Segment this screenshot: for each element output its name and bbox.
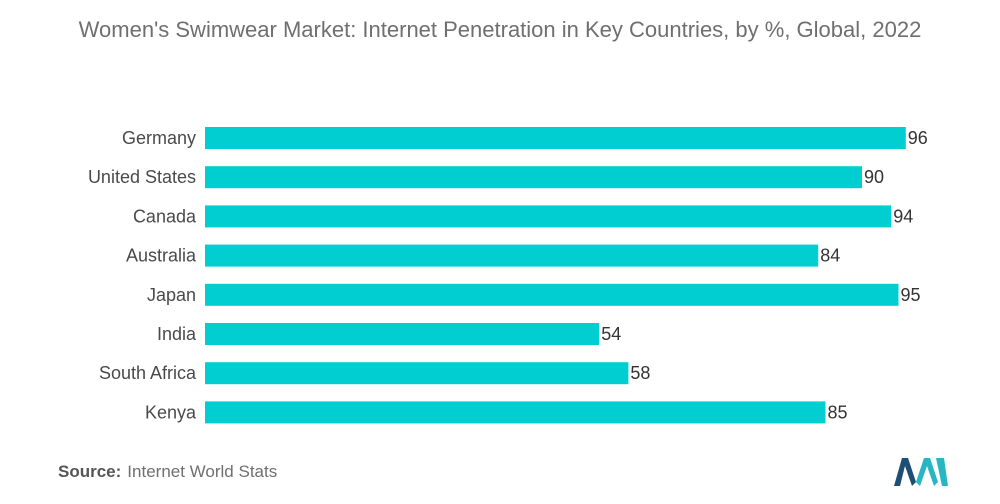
category-label: United States (88, 167, 196, 187)
category-label: Germany (122, 128, 196, 148)
bar-south-africa (205, 362, 629, 385)
value-label: 96 (908, 128, 928, 148)
mordor-logo-icon (894, 458, 948, 486)
bar-germany (205, 127, 906, 149)
category-label: South Africa (99, 363, 197, 383)
category-label: Australia (126, 246, 197, 266)
category-label: Canada (133, 206, 197, 226)
category-label: India (157, 324, 197, 344)
value-label: 54 (601, 324, 621, 344)
bar-australia (205, 244, 819, 267)
value-label: 90 (864, 167, 884, 187)
bar-japan (205, 283, 899, 306)
category-label: Japan (147, 285, 196, 305)
bar-india (205, 323, 600, 345)
category-label: Kenya (145, 402, 197, 422)
value-label: 85 (828, 402, 848, 422)
value-label: 95 (901, 285, 921, 305)
value-label: 84 (820, 246, 840, 266)
source-label: Source: (58, 462, 122, 481)
bar-canada (205, 205, 892, 228)
bar-united-states (205, 166, 862, 189)
value-label: 58 (630, 363, 650, 383)
value-label: 94 (893, 206, 913, 226)
source-text: Internet World Stats (127, 462, 278, 481)
chart-title: Women's Swimwear Market: Internet Penetr… (78, 17, 922, 42)
bar-kenya (205, 401, 826, 424)
source-note: Source: Internet World Stats (58, 462, 277, 482)
